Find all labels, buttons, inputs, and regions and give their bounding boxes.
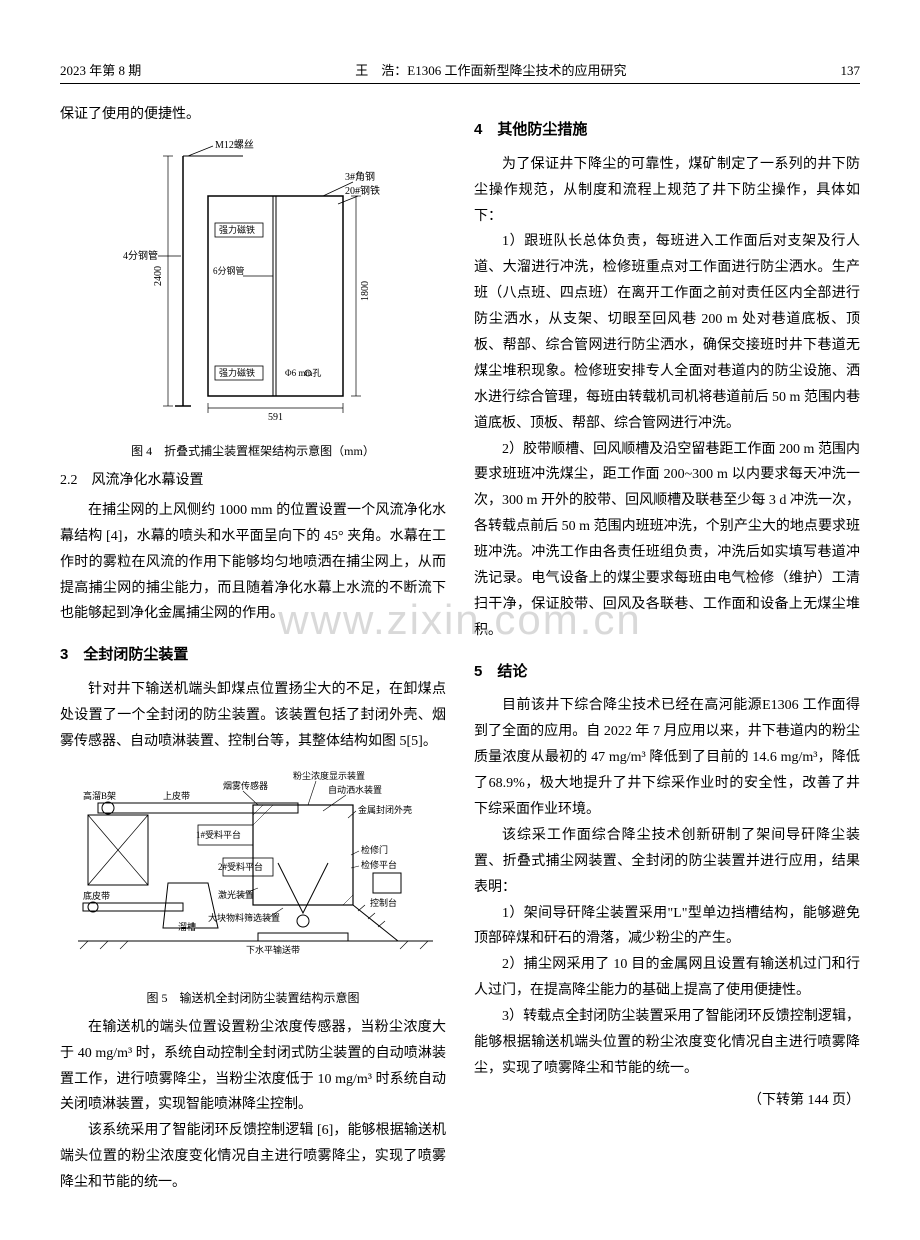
fig4-label-magnet2: 强力磁铁 [219,367,255,378]
header-page-number: 137 [841,63,861,79]
fig5-shangpi: 上皮带 [163,790,190,801]
fig5-dipi: 底皮带 [83,890,110,901]
heading-4: 4 其他防尘措施 [474,116,860,144]
fig5-kongzhi: 控制台 [370,897,397,908]
fig4-dim-1800: 1800 [360,281,371,301]
fig4-label-hole: Φ6 mm孔 [285,368,321,378]
heading-3: 3 全封闭防尘装置 [60,641,446,669]
fig5-fenchen: 粉尘浓度显示装置 [293,770,365,781]
header-issue: 2023 年第 8 期 [60,60,141,79]
fig5-zidong: 自动洒水装置 [328,784,382,795]
fig4-label-pipe6: 6分钢管 [213,265,245,276]
fig4-dim-2400: 2400 [153,266,164,286]
left-column: 保证了使用的便捷性。 M12螺丝 4分钢管 2400 [60,102,446,1196]
fig5-jianxiu: 检修门 [361,844,388,855]
page-header: 2023 年第 8 期 王 浩：E1306 工作面新型降尘技术的应用研究 137 [60,60,860,84]
para-5d: 2）捕尘网采用了 10 目的金属网且设置有输送机过门和行人过门，在提高降尘能力的… [474,952,860,1004]
fig5-yanwu: 烟雾传感器 [223,780,268,791]
continue-note: （下转第 144 页） [474,1088,860,1114]
para-3a: 针对井下输送机端头卸煤点位置扬尘大的不足，在卸煤点处设置了一个全封闭的防尘装置。… [60,677,446,755]
heading-5: 5 结论 [474,658,860,686]
fig5-jinshu: 金属封闭外壳 [358,804,412,815]
fig5-shouliao1: 1#受料平台 [196,829,241,840]
para-5e: 3）转载点全封闭防尘装置采用了智能闭环反馈控制逻辑，能够根据输送机端头位置的粉尘… [474,1004,860,1082]
figure-4: M12螺丝 4分钢管 2400 3#角钢 20#钢铁 [60,136,446,436]
fig4-label-steel20: 20#钢铁 [345,184,380,197]
main-columns: 保证了使用的便捷性。 M12螺丝 4分钢管 2400 [60,102,860,1196]
fig4-dim-591: 591 [268,412,283,423]
para-3b: 在输送机的端头位置设置粉尘浓度传感器，当粉尘浓度大于 40 mg/m³ 时，系统… [60,1015,446,1119]
fig5-jianxiu2: 检修平台 [361,859,397,870]
para-4a: 为了保证井下降尘的可靠性，煤矿制定了一系列的井下防尘操作规范，从制度和流程上规范… [474,152,860,230]
fig5-liucao: 溜槽 [178,921,196,932]
fig5-gaoH: 高溜B架 [83,790,116,801]
para-5b: 该综采工作面综合降尘技术创新研制了架间导矸降尘装置、折叠式捕尘网装置、全封闭的防… [474,823,860,901]
fig5-jiguang: 激光装置 [218,889,254,900]
fig4-label-angle: 3#角钢 [345,170,375,183]
figure-5-caption: 图 5 输送机全封闭防尘装置结构示意图 [60,987,446,1009]
figure-4-caption: 图 4 折叠式捕尘装置框架结构示意图（mm） [60,440,446,462]
para-5a: 目前该井下综合降尘技术已经在高河能源E1306 工作面得到了全面的应用。自 20… [474,693,860,822]
fig5-xiashui: 下水平输送带 [246,944,300,955]
header-title: 王 浩：E1306 工作面新型降尘技术的应用研究 [141,60,840,79]
fig5-shouliao2: 2#受料平台 [218,861,263,872]
figure-5: 高溜B架 上皮带 烟雾传感器 粉尘浓度显示装置 自动洒水装置 金属封闭外壳 [60,763,446,983]
fig4-label-pipe4: 4分钢管 [123,249,158,262]
fig4-label-m12: M12螺丝 [215,139,254,151]
right-column: 4 其他防尘措施 为了保证井下降尘的可靠性，煤矿制定了一系列的井下防尘操作规范，… [474,102,860,1196]
para-5c: 1）架间导矸降尘装置采用"L"型单边挡槽结构，能够避免顶部碎煤和矸石的滑落，减少… [474,901,860,953]
para-4c: 2）胶带顺槽、回风顺槽及沿空留巷距工作面 200 m 范围内要求班班冲洗煤尘，距… [474,437,860,644]
subsection-2-2: 2.2 风流净化水幕设置 [60,468,446,494]
para-2-2: 在捕尘网的上风侧约 1000 mm 的位置设置一个风流净化水幕结构 [4]，水幕… [60,498,446,627]
fig4-label-magnet1: 强力磁铁 [219,224,255,235]
para-4b: 1）跟班队长总体负责，每班进入工作面后对支架及行人道、大溜进行冲洗，检修班重点对… [474,229,860,436]
para-convenience: 保证了使用的便捷性。 [60,102,446,128]
para-3c: 该系统采用了智能闭环反馈控制逻辑 [6]，能够根据输送机端头位置的粉尘浓度变化情… [60,1118,446,1196]
